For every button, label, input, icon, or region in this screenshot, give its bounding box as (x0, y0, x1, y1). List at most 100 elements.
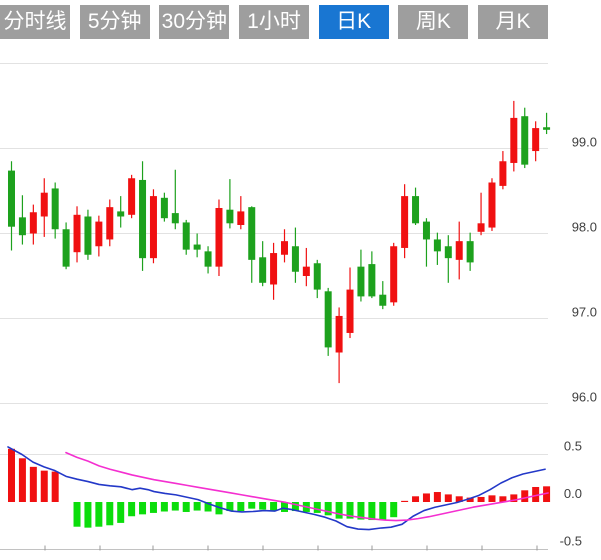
candle-body (302, 266, 310, 276)
candle-body (335, 315, 343, 353)
macd-histogram-bar (532, 486, 540, 502)
candle (84, 209, 92, 260)
macd-histogram-bar (291, 502, 299, 512)
macd-histogram-bar (204, 502, 212, 512)
candle (422, 218, 430, 267)
candle (412, 187, 420, 225)
candle-body (95, 221, 103, 247)
tab-30min[interactable]: 30分钟 (159, 5, 230, 39)
candle (532, 121, 540, 162)
tab-weekly[interactable]: 周K (398, 5, 469, 39)
candle-body (182, 222, 190, 250)
price-panel: 99.0 98.0 97.0 96.0 (0, 63, 597, 405)
candle-body (390, 246, 398, 303)
price-axis-label: 97.0 (572, 305, 597, 320)
macd-histogram-bar (412, 496, 420, 502)
tab-5min[interactable]: 5分钟 (79, 5, 150, 39)
candle-body (401, 196, 409, 248)
macd-histogram-bar (543, 486, 551, 502)
macd-axis-label: 0.0 (564, 486, 582, 501)
tab-daily[interactable]: 日K (318, 5, 389, 39)
candle (237, 196, 245, 230)
macd-histogram-bar (259, 502, 267, 510)
candle-body (532, 128, 540, 152)
candle (51, 182, 59, 239)
candle-body (51, 188, 59, 230)
candle (488, 178, 496, 231)
candle (18, 195, 26, 245)
macd-histogram-bar (226, 502, 234, 512)
price-axis-label: 96.0 (572, 390, 597, 405)
candle-body (171, 213, 179, 224)
candle-body (357, 266, 365, 297)
candle-body (160, 197, 168, 219)
macd-histogram-bar (368, 502, 376, 521)
candle-body (248, 207, 256, 260)
macd-histogram-bar (281, 502, 288, 512)
macd-histogram-bar (499, 496, 507, 502)
candle (193, 233, 201, 258)
macd-histogram-bar (390, 502, 398, 518)
macd-histogram-bar (40, 470, 48, 502)
candle-body (128, 178, 136, 215)
macd-histogram-bar (160, 502, 168, 512)
dif-line (7, 446, 546, 531)
candle-body (346, 289, 354, 333)
candle-body (40, 192, 48, 217)
candle (139, 161, 147, 271)
candle (215, 199, 223, 276)
price-axis-label: 98.0 (572, 220, 597, 235)
candle-body (543, 127, 551, 130)
macd-histogram-bar (84, 502, 92, 528)
chart-svg[interactable]: 99.0 98.0 97.0 96.0 0.5 0.0 -0.5 (0, 45, 601, 555)
candle (313, 259, 321, 299)
candle (281, 229, 288, 263)
candle-body (193, 244, 201, 250)
candle-body (270, 253, 278, 285)
candle (226, 179, 234, 229)
candle-body (139, 179, 147, 259)
candle-body (18, 217, 26, 236)
candle-body (412, 196, 420, 224)
macd-histogram-bar (73, 502, 81, 527)
candle-body (215, 208, 223, 267)
macd-histogram-bar (422, 493, 430, 502)
candle-body (62, 229, 70, 267)
candle-body (117, 211, 125, 217)
candle (128, 174, 136, 219)
tab-monthly[interactable]: 月K (478, 5, 549, 39)
candle (510, 100, 518, 172)
candle-body (73, 214, 81, 253)
candle (335, 307, 343, 384)
tab-1hour[interactable]: 1小时 (239, 5, 309, 39)
macd-histogram-bar (357, 502, 365, 520)
macd-axis-label: -0.5 (560, 534, 582, 549)
candle-body (226, 209, 234, 224)
chart-area[interactable]: 99.0 98.0 97.0 96.0 0.5 0.0 -0.5 (0, 45, 601, 555)
macd-histogram-bar (18, 458, 26, 502)
candle-body (259, 257, 267, 283)
candle (248, 206, 256, 283)
candle (291, 227, 299, 283)
candle-body (455, 241, 463, 260)
macd-histogram-bar (139, 502, 147, 515)
candle (368, 251, 376, 299)
candle (324, 287, 332, 356)
tab-timeline[interactable]: 分时线 (0, 5, 70, 39)
candle-body (510, 117, 518, 163)
candle (171, 169, 179, 230)
macd-histogram-bar (444, 494, 452, 502)
macd-histogram-bar (346, 502, 354, 519)
candle (117, 196, 125, 228)
candle-body (8, 170, 15, 227)
macd-histogram-bar (29, 466, 37, 502)
candle-body (204, 251, 212, 267)
candle-body (149, 196, 157, 259)
macd-histogram-bar (466, 497, 474, 502)
candle (106, 199, 114, 247)
candle (455, 221, 463, 280)
candle-body (237, 211, 245, 225)
candle-body (84, 216, 92, 255)
macd-histogram-bar (510, 494, 518, 502)
candle (477, 192, 485, 236)
